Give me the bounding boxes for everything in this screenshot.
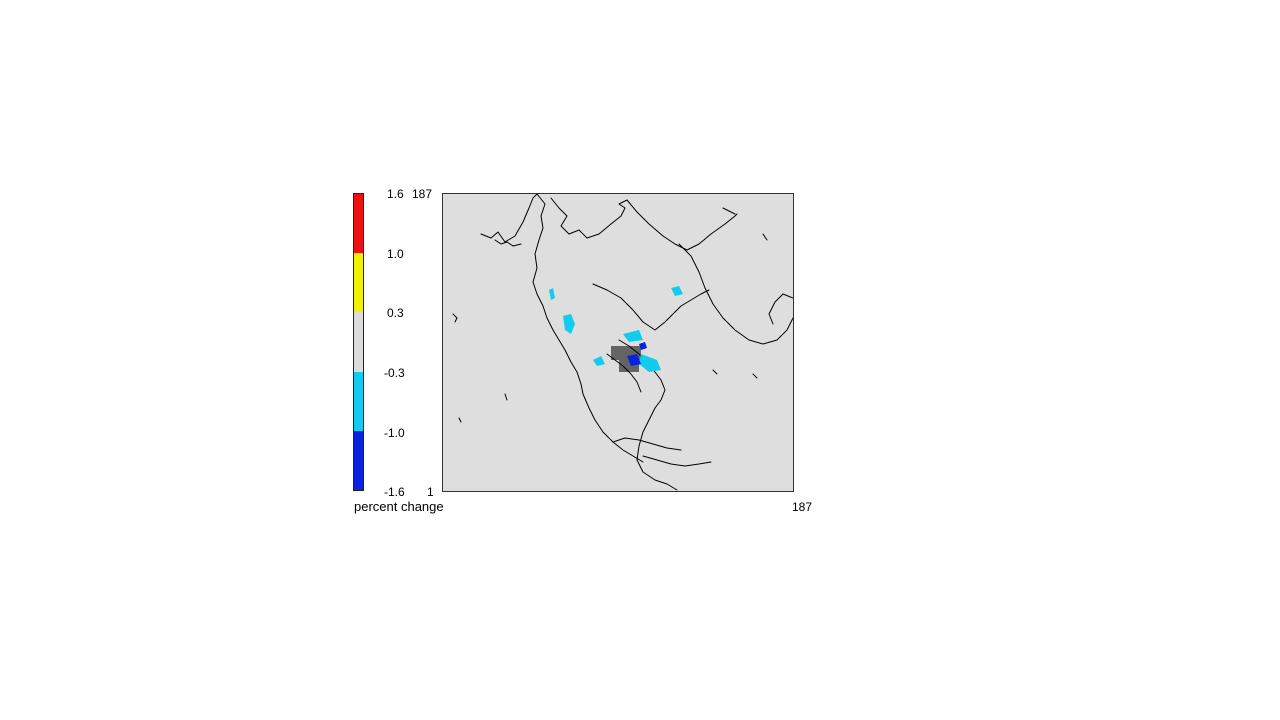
- coastline-aleutians: [494, 239, 522, 247]
- decrease-patch: [563, 314, 575, 334]
- decrease-patch: [549, 288, 555, 300]
- coastline-greenland: [626, 199, 738, 251]
- y-axis-min-label: 1: [427, 485, 434, 499]
- coastline-europe-edge: [768, 293, 793, 325]
- colorbar-tick-label: -0.3: [384, 366, 405, 380]
- y-axis-max-label: 187: [412, 187, 433, 201]
- x-axis-max-label: 187: [792, 500, 813, 514]
- coastline-atlantic: [636, 407, 678, 491]
- coastline-island: [452, 313, 458, 323]
- coastline-pacific-coast: [532, 194, 584, 395]
- coastline-island: [712, 369, 718, 375]
- colorbar: [353, 193, 364, 491]
- decrease-patch: [671, 286, 683, 296]
- coastline-arctic-islands: [550, 197, 628, 239]
- coastline-island: [722, 207, 736, 215]
- strong-decrease-patch: [627, 354, 641, 366]
- decrease-patch: [639, 354, 661, 372]
- coastline-island: [458, 417, 462, 423]
- coastline-island: [504, 393, 508, 401]
- decrease-patches: [549, 286, 683, 372]
- coastline-labrador: [678, 243, 793, 345]
- coastline-gulf: [612, 437, 682, 451]
- coastline-island: [762, 233, 768, 241]
- colorbar-segment-blue: [354, 430, 363, 490]
- colorbar-segment-yellow: [354, 253, 363, 313]
- coastline-caribbean: [642, 455, 712, 467]
- decrease-patch: [623, 330, 643, 342]
- colorbar-tick-label: 1.0: [387, 247, 404, 261]
- colorbar-tick-label: -1.6: [384, 485, 405, 499]
- colorbar-title: percent change: [354, 499, 444, 514]
- map-panel: [442, 193, 794, 492]
- decrease-patch: [593, 356, 605, 366]
- coastline-hudson-bay: [592, 283, 710, 331]
- coastline-island: [752, 373, 758, 379]
- colorbar-segment-red: [354, 194, 363, 254]
- colorbar-tick-label: 1.6: [387, 187, 404, 201]
- map-svg: [443, 194, 793, 491]
- colorbar-segment-cyan: [354, 371, 363, 431]
- colorbar-tick-label: -1.0: [384, 426, 405, 440]
- strong-decrease-patch: [639, 342, 647, 350]
- coastline-mexico: [582, 393, 644, 463]
- colorbar-segment-gray: [354, 312, 363, 372]
- strong-decrease-patches: [627, 342, 647, 366]
- colorbar-tick-label: 0.3: [387, 306, 404, 320]
- coastline-alaska: [480, 194, 538, 243]
